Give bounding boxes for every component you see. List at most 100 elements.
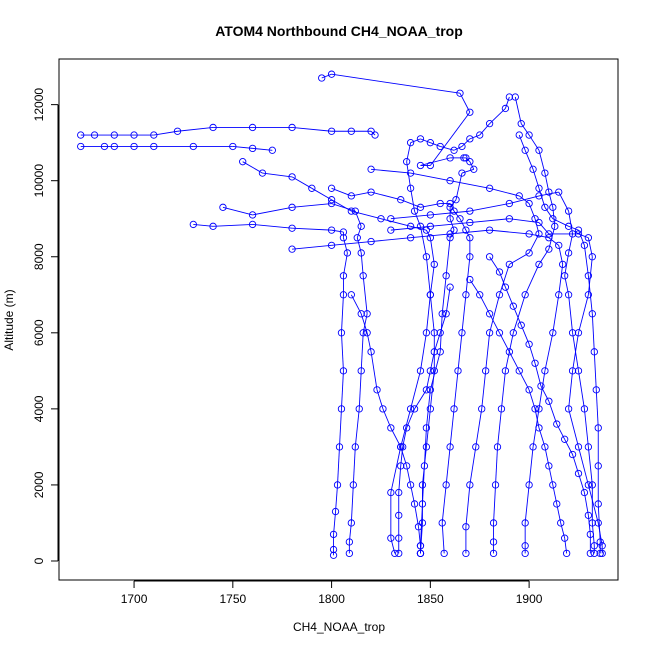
data-point	[491, 481, 500, 489]
data-point	[489, 538, 498, 546]
data-point	[442, 481, 450, 489]
series-segment	[578, 294, 589, 333]
series-segment	[429, 351, 441, 390]
series-segment	[528, 446, 534, 485]
data-point	[422, 443, 431, 451]
data-point	[525, 340, 533, 348]
data-series	[395, 283, 454, 558]
data-point	[357, 367, 365, 375]
data-point	[564, 207, 573, 215]
data-point	[531, 405, 539, 413]
data-point	[329, 530, 338, 539]
data-point	[406, 184, 415, 192]
data-point	[359, 329, 367, 337]
data-point	[343, 249, 352, 257]
data-point	[418, 481, 427, 489]
data-point	[173, 127, 182, 135]
data-point	[586, 549, 594, 558]
data-point	[248, 144, 257, 153]
series-segment	[578, 370, 585, 409]
series-segment	[341, 332, 344, 371]
data-point	[268, 146, 276, 154]
series-segment	[252, 206, 293, 216]
y-tick-label: 4000	[32, 395, 46, 422]
series-segment	[342, 252, 348, 276]
series-segment	[252, 223, 293, 229]
series-segment	[504, 96, 510, 109]
series-segment	[469, 279, 481, 296]
data-point	[446, 199, 454, 208]
series-segment	[390, 446, 402, 493]
data-point	[551, 222, 559, 230]
data-point	[574, 469, 583, 478]
series-segment	[568, 408, 579, 448]
series-segment	[414, 389, 427, 410]
data-point	[327, 196, 336, 204]
series-segment	[449, 408, 455, 447]
data-point	[100, 142, 109, 151]
series-segment	[370, 130, 376, 136]
data-point	[541, 169, 549, 177]
data-point	[327, 226, 336, 234]
series-segment	[341, 370, 344, 409]
series-layer	[77, 70, 606, 559]
data-point	[436, 142, 444, 151]
data-point	[584, 481, 593, 489]
series-segment	[441, 484, 447, 524]
data-point	[535, 260, 543, 269]
data-point	[545, 462, 553, 470]
series-segment	[425, 408, 431, 447]
data-point	[594, 500, 602, 508]
series-segment	[331, 199, 352, 212]
data-point	[564, 249, 573, 257]
data-series	[387, 188, 598, 558]
data-point	[596, 549, 604, 558]
series-segment	[430, 222, 470, 227]
data-point	[574, 443, 583, 451]
series-segment	[461, 168, 474, 174]
series-segment	[370, 191, 401, 201]
series-segment	[339, 408, 342, 447]
series-segment	[429, 237, 435, 265]
data-point	[347, 192, 355, 200]
data-point	[553, 500, 561, 508]
series-segment	[222, 206, 253, 216]
data-point	[397, 462, 405, 470]
data-point	[458, 142, 466, 151]
plot-frame	[58, 58, 619, 581]
series-segment	[370, 351, 378, 390]
data-point	[561, 272, 569, 280]
data-point	[430, 348, 438, 356]
series-segment	[292, 244, 332, 250]
data-point	[586, 530, 594, 539]
data-point	[442, 272, 450, 280]
data-point	[588, 481, 596, 489]
series-segment	[469, 134, 480, 140]
series-segment	[390, 538, 396, 554]
y-tick-label: 12000	[32, 88, 46, 122]
y-axis: 0 2000 4000 6000 8000 10000 12000	[32, 88, 59, 564]
y-tick-label: 2000	[32, 471, 46, 498]
data-point	[426, 222, 434, 230]
series-segment	[544, 332, 554, 371]
series-segment	[538, 150, 546, 174]
data-point	[406, 481, 415, 489]
data-point	[90, 131, 99, 139]
data-point	[339, 228, 348, 236]
series-segment	[587, 275, 593, 314]
series-segment	[450, 229, 490, 235]
data-point	[535, 405, 543, 413]
data-series	[239, 158, 438, 558]
data-point	[564, 405, 573, 413]
data-point	[564, 222, 573, 230]
data-point	[410, 405, 419, 413]
data-point	[574, 226, 583, 234]
data-point	[584, 291, 593, 299]
data-point	[476, 131, 484, 139]
data-point	[416, 542, 425, 550]
series-segment	[371, 237, 411, 242]
data-point	[549, 215, 557, 223]
data-point	[426, 139, 434, 147]
series-segment	[410, 225, 427, 231]
data-point	[387, 226, 395, 234]
